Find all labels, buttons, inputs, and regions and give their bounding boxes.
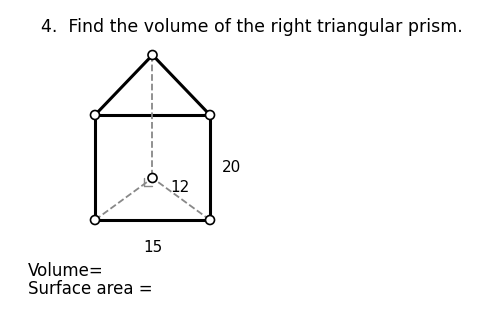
Circle shape — [91, 215, 100, 225]
Text: 15: 15 — [143, 240, 162, 255]
Circle shape — [148, 50, 157, 60]
Text: 4.  Find the volume of the right triangular prism.: 4. Find the volume of the right triangul… — [41, 18, 463, 36]
Text: 20: 20 — [222, 160, 241, 175]
Circle shape — [148, 173, 157, 183]
Circle shape — [206, 215, 214, 225]
Text: Surface area =: Surface area = — [28, 280, 152, 298]
Circle shape — [206, 111, 214, 120]
Text: 12: 12 — [171, 180, 190, 196]
Circle shape — [91, 111, 100, 120]
Text: Volume=: Volume= — [28, 262, 104, 280]
